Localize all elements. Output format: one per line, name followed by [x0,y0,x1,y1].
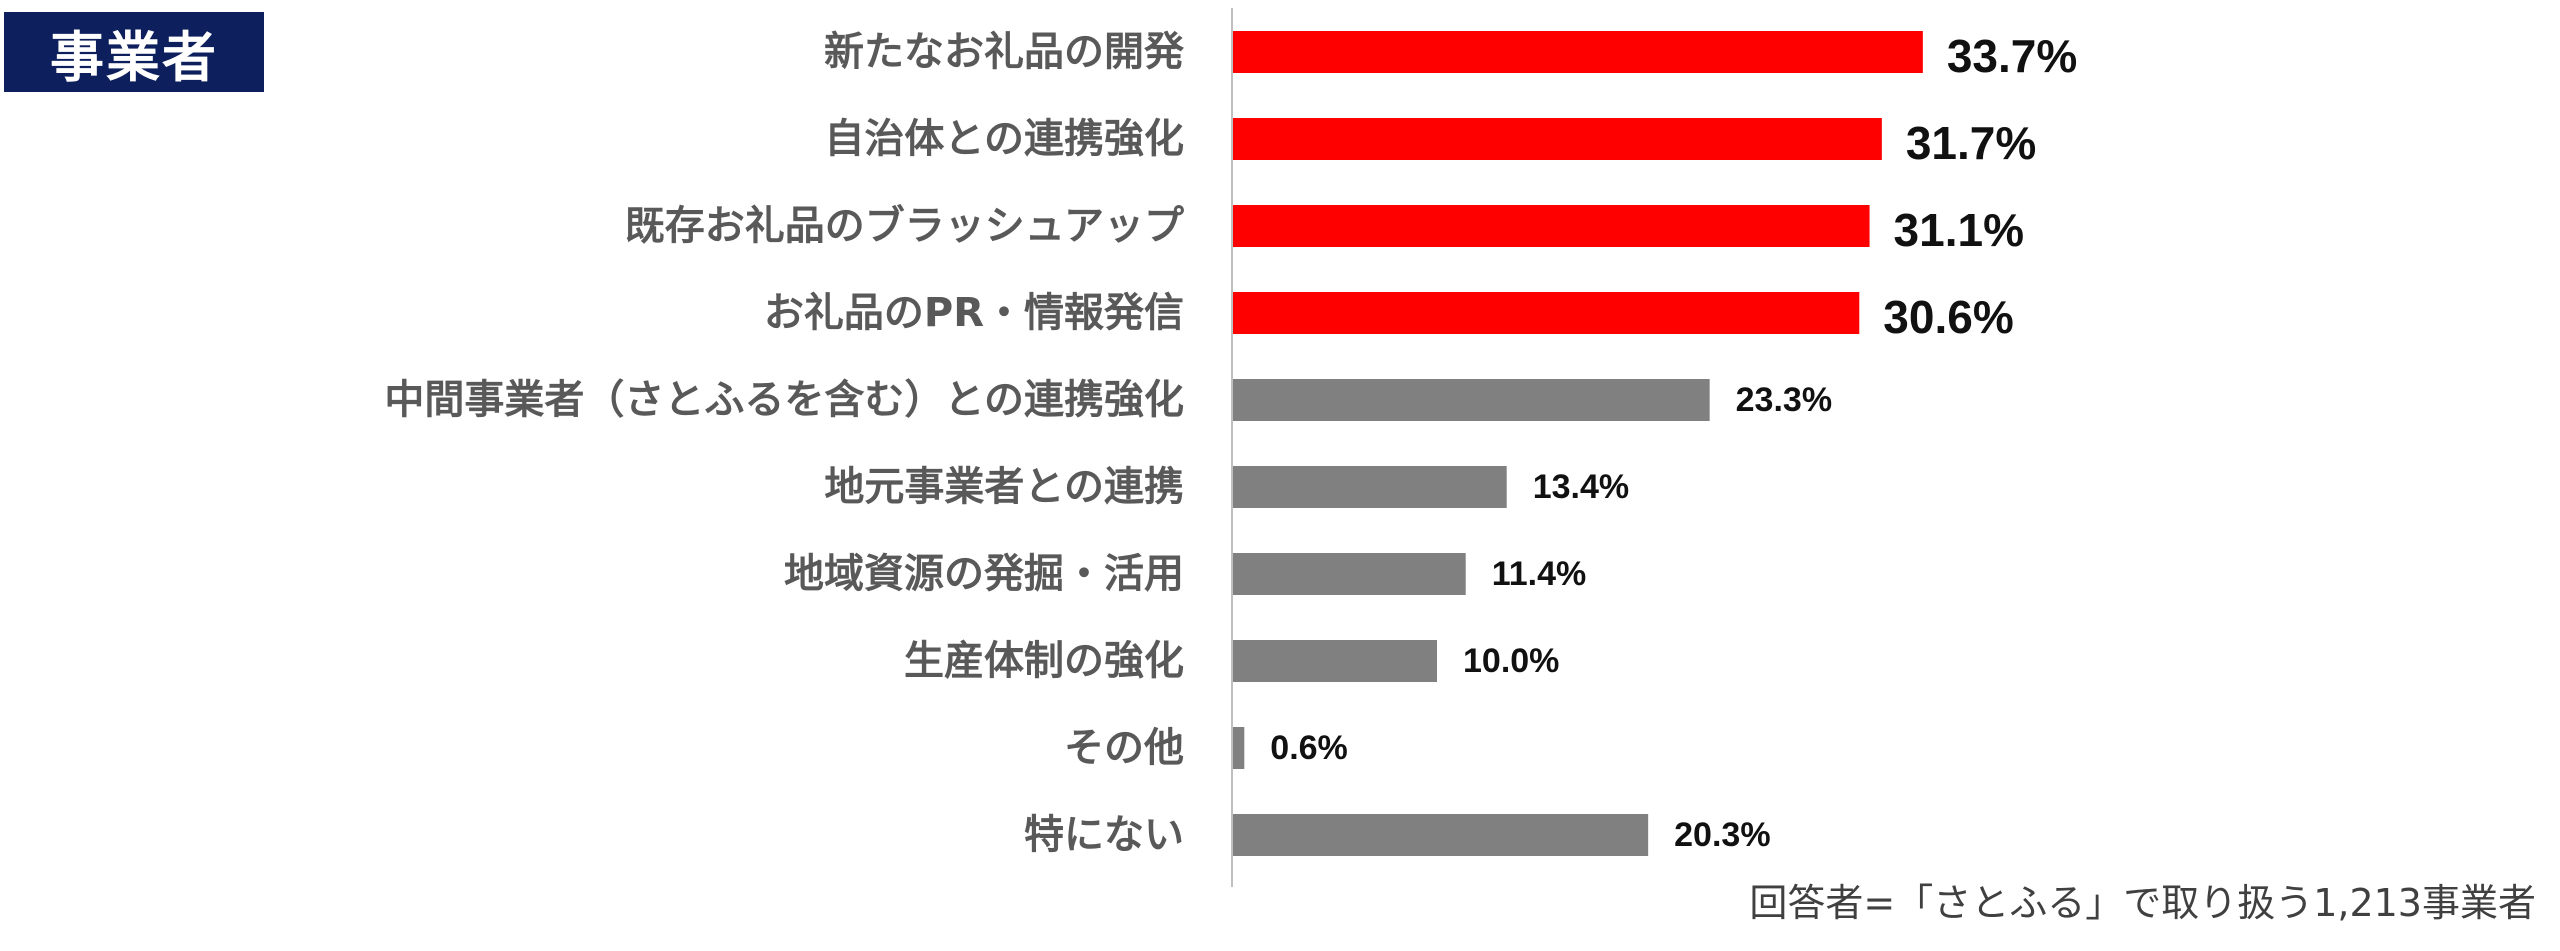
value-labels: 33.7% 31.7% 31.1% 30.6% 23.3% 13.4% 11.4% 10.0%… [1270,30,2077,854]
bar [1232,814,1649,856]
category-label: 地元事業者との連携 [824,464,1184,510]
data-label: 0.6% [1270,729,1348,767]
category-label: 既存お礼品のブラッシュアップ [625,203,1184,249]
bar [1232,640,1437,682]
bar [1232,118,1882,160]
category-labels: 新たなお礼品の開発自治体との連携強化既存お礼品のブラッシュアップお礼品のPR・情… [384,29,1185,858]
category-label: 自治体との連携強化 [824,116,1184,162]
bar [1232,466,1507,508]
bar [1232,379,1710,421]
data-label: 10.0% [1463,642,1559,680]
category-label: 地域資源の発掘・活用 [784,551,1184,597]
data-label: 23.3% [1736,381,1832,419]
data-label: 33.7% [1947,30,2077,82]
category-label: その他 [1064,725,1184,771]
bar [1232,553,1466,595]
category-label: 生産体制の強化 [904,638,1184,684]
data-label: 11.4% [1492,555,1587,593]
bar [1232,31,1923,73]
data-label: 20.3% [1674,816,1770,854]
bar [1232,292,1860,334]
segment-badge: 事業者 [4,12,264,92]
data-label: 31.1% [1894,204,2024,256]
category-label: 新たなお礼品の開発 [824,29,1185,75]
category-label: 中間事業者（さとふるを含む）との連携強化 [384,377,1184,423]
category-label: 特にない [1024,812,1184,858]
bar [1232,727,1245,769]
category-label: お礼品のPR・情報発信 [764,290,1184,336]
data-label: 30.6% [1883,291,2013,343]
bars [1232,31,1923,856]
data-label: 13.4% [1533,468,1629,506]
respondent-footnote: 回答者=「さとふる」で取り扱う1,213事業者 [1749,881,2536,925]
bar [1232,205,1870,247]
data-label: 31.7% [1906,117,2036,169]
